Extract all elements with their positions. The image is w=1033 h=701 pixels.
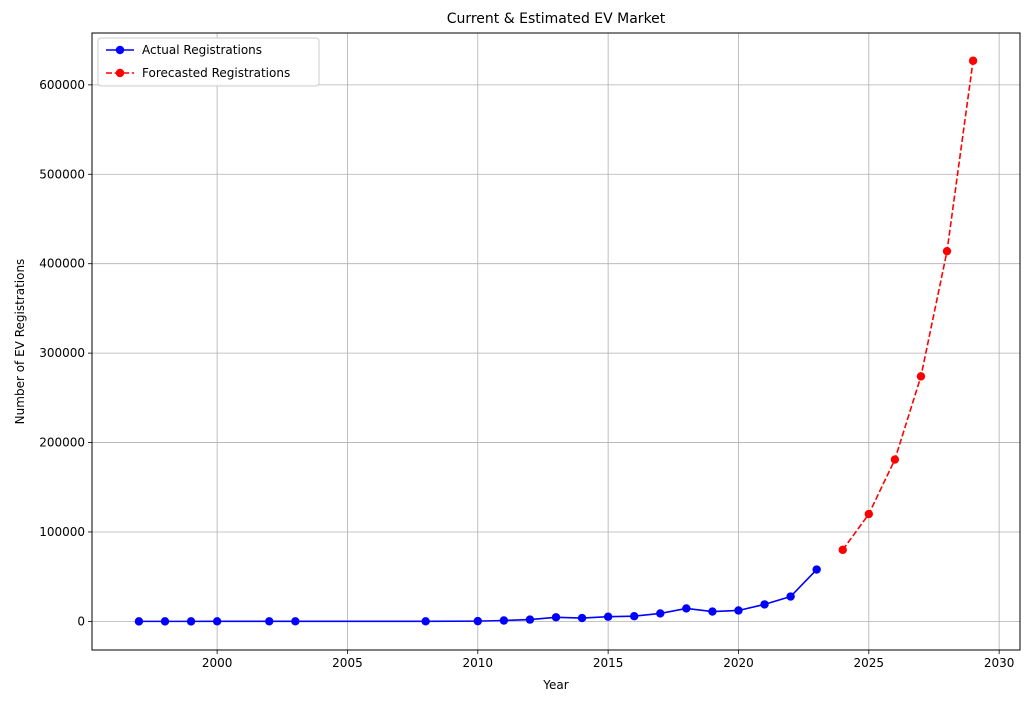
series-1-point bbox=[291, 617, 300, 626]
series-1-point bbox=[525, 615, 535, 624]
series-1-point bbox=[630, 611, 639, 621]
series-1-point bbox=[186, 617, 196, 626]
legend-label-1: Actual Registrations bbox=[142, 43, 262, 57]
y-tick-label: 300000 bbox=[39, 346, 85, 360]
grid bbox=[92, 33, 1020, 650]
y-tick-label: 500000 bbox=[39, 167, 85, 181]
legend-label-2: Forecasted Registrations bbox=[142, 66, 290, 80]
x-tick-label: 2000 bbox=[202, 656, 233, 670]
x-tick-label: 2015 bbox=[593, 656, 624, 670]
ticks: 2000 2005 2010 2015 2020 2025 2030 0 100000 20000… bbox=[39, 78, 1014, 670]
series-1-point bbox=[786, 592, 795, 601]
series-1-point bbox=[265, 617, 274, 626]
series-1-point bbox=[551, 613, 561, 622]
y-tick-label: 200000 bbox=[39, 436, 85, 450]
legend-marker-2 bbox=[115, 68, 125, 78]
series-1-point bbox=[473, 616, 482, 626]
series-2-point bbox=[968, 56, 978, 65]
series-1-point bbox=[603, 612, 613, 621]
y-tick-label: 0 bbox=[77, 614, 85, 628]
x-tick-label: 2025 bbox=[854, 656, 885, 670]
series-1-point bbox=[708, 607, 717, 616]
series-2-point bbox=[890, 455, 900, 464]
x-tick-label: 2030 bbox=[984, 656, 1015, 670]
series-1-point bbox=[656, 609, 665, 618]
series-2-point bbox=[942, 246, 952, 256]
chart-title: Current & Estimated EV Market bbox=[447, 11, 666, 27]
series-2-point bbox=[838, 545, 847, 555]
series-line-2 bbox=[842, 60, 974, 551]
series-layer bbox=[134, 56, 978, 626]
y-tick-label: 600000 bbox=[39, 78, 85, 92]
x-tick-label: 2020 bbox=[723, 656, 754, 670]
series-1-point bbox=[682, 604, 691, 613]
plot-frame bbox=[91, 32, 1021, 651]
y-tick-label: 400000 bbox=[39, 257, 85, 271]
legend-marker-1 bbox=[115, 45, 125, 55]
legend-box bbox=[97, 37, 320, 87]
series-1-point bbox=[812, 565, 821, 574]
series-1-point bbox=[499, 616, 509, 625]
series-1-point bbox=[212, 617, 222, 626]
series-1-point bbox=[134, 617, 144, 626]
x-tick-label: 2005 bbox=[332, 656, 363, 670]
x-axis-label: Year bbox=[542, 678, 568, 692]
y-tick-label: 100000 bbox=[39, 525, 85, 539]
series-2-point bbox=[916, 372, 926, 381]
series-1-point bbox=[160, 617, 170, 626]
x-tick-label: 2010 bbox=[463, 656, 494, 670]
legend: Actual Registrations Forecasted Registrat… bbox=[97, 37, 320, 87]
series-1-point bbox=[734, 606, 743, 615]
series-1-point bbox=[421, 617, 430, 626]
series-2-point bbox=[864, 509, 874, 519]
y-axis-label: Number of EV Registrations bbox=[13, 259, 27, 425]
series-1-point bbox=[577, 613, 587, 623]
series-1-point bbox=[760, 600, 769, 609]
